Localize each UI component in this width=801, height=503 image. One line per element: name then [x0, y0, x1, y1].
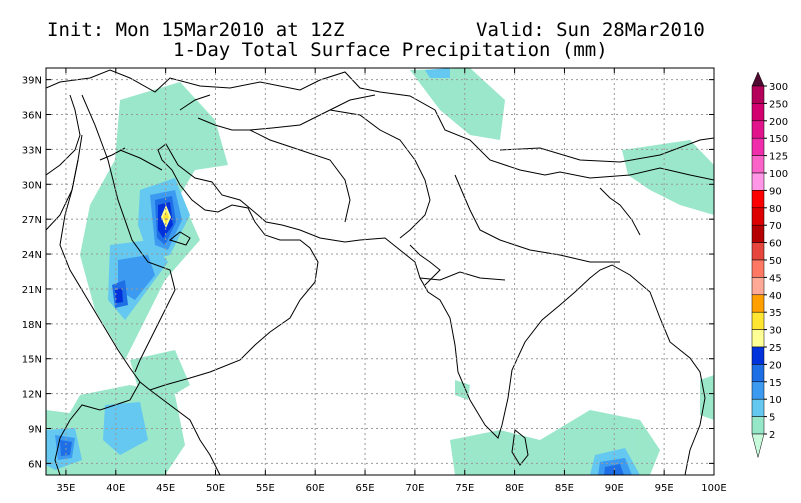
colorbar-swatch	[751, 120, 765, 139]
colorbar-label: 45	[769, 273, 782, 284]
colorbar-label: 80	[769, 204, 782, 215]
colorbar-label: 40	[769, 291, 782, 302]
colorbar-label: 25	[769, 343, 782, 354]
lat-tick-label: 18N	[22, 320, 42, 331]
lon-tick-label: 60E	[306, 483, 325, 494]
colorbar-swatch	[751, 381, 765, 400]
colorbar-swatch	[751, 398, 765, 417]
lon-tick-label: 50E	[206, 483, 225, 494]
colorbar-label: 60	[769, 239, 782, 250]
lat-tick-label: 39N	[22, 76, 42, 87]
colorbar-label: 200	[769, 117, 788, 128]
colorbar-label: 100	[769, 169, 788, 180]
lon-tick-label: 100E	[701, 483, 726, 494]
lon-tick-label: 85E	[555, 483, 574, 494]
lon-tick-label: 65E	[356, 483, 375, 494]
colorbar-top-arrow	[751, 71, 765, 87]
lat-tick-label: 21N	[22, 285, 42, 296]
lat-tick-label: 9N	[28, 424, 42, 435]
coastlines	[46, 69, 714, 475]
colorbar-swatch	[751, 259, 765, 278]
lon-tick-label: 70E	[405, 483, 424, 494]
colorbar-swatch	[751, 103, 765, 122]
colorbar-label: 300	[769, 82, 788, 93]
lat-tick-label: 6N	[28, 459, 42, 470]
valid-time: Valid: Sun 28Mar2010	[476, 19, 705, 41]
colorbar-swatch	[751, 207, 765, 226]
map-title: 1-Day Total Surface Precipitation (mm)	[173, 39, 608, 61]
colorbar-swatch	[751, 364, 765, 383]
colorbar-swatch	[751, 311, 765, 330]
colorbar-label: 20	[769, 360, 782, 371]
colorbar-swatch	[751, 224, 765, 243]
colorbar-bottom-arrow	[751, 433, 765, 458]
colorbar: 3002502001501251009080706050454035302520…	[751, 71, 788, 458]
colorbar-swatch	[751, 329, 765, 348]
colorbar-swatch	[751, 277, 765, 296]
lat-tick-label: 27N	[22, 215, 42, 226]
gridlines	[46, 68, 714, 475]
colorbar-swatch	[751, 155, 765, 174]
lon-tick-label: 80E	[505, 483, 524, 494]
lat-tick-label: 12N	[22, 390, 42, 401]
colorbar-swatch	[751, 85, 765, 104]
colorbar-swatch	[751, 294, 765, 313]
colorbar-label: 10	[769, 395, 782, 406]
lat-tick-label: 36N	[22, 111, 42, 122]
lon-tick-label: 35E	[56, 483, 75, 494]
lon-tick-label: 55E	[256, 483, 275, 494]
lon-tick-label: 45E	[156, 483, 175, 494]
colorbar-label: 2	[769, 430, 775, 441]
lon-tick-label: 75E	[455, 483, 474, 494]
colorbar-label: 90	[769, 186, 782, 197]
lat-tick-label: 15N	[22, 355, 42, 366]
precip-shading	[46, 68, 714, 475]
colorbar-label: 150	[769, 134, 788, 145]
colorbar-label: 30	[769, 326, 782, 337]
colorbar-label: 250	[769, 99, 788, 110]
lat-tick-label: 33N	[22, 145, 42, 156]
colorbar-label: 15	[769, 378, 782, 389]
colorbar-label: 50	[769, 256, 782, 267]
lat-tick-label: 24N	[22, 250, 42, 261]
colorbar-swatch	[751, 346, 765, 365]
lat-tick-label: 30N	[22, 180, 42, 191]
colorbar-swatch	[751, 242, 765, 261]
lon-tick-label: 90E	[605, 483, 624, 494]
colorbar-label: 35	[769, 308, 782, 319]
colorbar-swatch	[751, 172, 765, 191]
init-time: Init: Mon 15Mar2010 at 12Z	[47, 19, 345, 41]
lon-tick-label: 95E	[655, 483, 674, 494]
colorbar-label: 125	[769, 152, 788, 163]
map-frame	[45, 67, 715, 476]
colorbar-label: 70	[769, 221, 782, 232]
colorbar-swatch	[751, 416, 765, 435]
colorbar-label: 5	[769, 413, 775, 424]
axis-ticks: 39N 36N 33N 30N 27N 24N 21N 18N 15N 12N 9N 6N 35E 40E…	[22, 68, 727, 494]
colorbar-swatch	[751, 190, 765, 209]
lon-tick-label: 40E	[106, 483, 125, 494]
colorbar-swatch	[751, 137, 765, 156]
